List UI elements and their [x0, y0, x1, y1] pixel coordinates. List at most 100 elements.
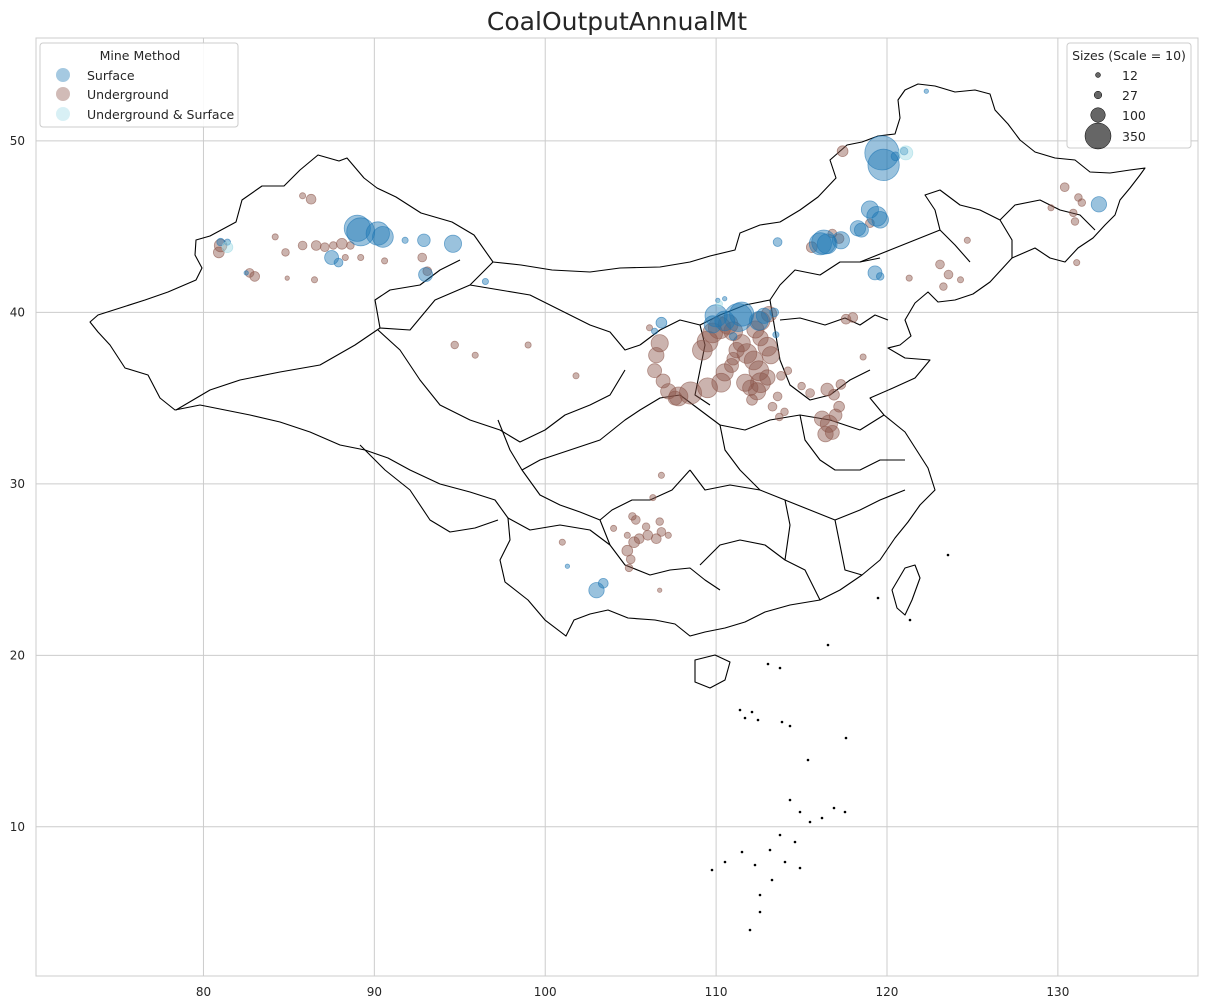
province-boundary — [689, 469, 906, 521]
mine-point-surface — [588, 582, 605, 599]
province-boundary — [719, 424, 761, 491]
mine-point-surface — [876, 272, 885, 281]
gridlines — [36, 38, 1198, 976]
size-marker-27 — [1093, 90, 1103, 100]
province-boundary — [507, 517, 611, 546]
mine-point-surface — [704, 304, 728, 328]
mine-point-surface — [243, 270, 249, 276]
mine-point-underground — [329, 241, 338, 250]
mine-point-underground — [726, 352, 740, 366]
mine-point-underground — [336, 238, 348, 250]
mine-point-surface — [372, 226, 394, 248]
province-boundary — [599, 519, 721, 591]
mine-point-underground — [746, 393, 758, 406]
mine-point-underground — [667, 390, 683, 406]
legend-marker-surface — [56, 68, 70, 82]
mine-point-underground — [381, 257, 389, 265]
mine-point-underground — [935, 259, 945, 270]
mine-point-underground — [648, 347, 665, 364]
mine-point-surface — [1090, 196, 1108, 213]
mine-point-underground — [628, 512, 637, 521]
mine-point-underground — [836, 145, 849, 158]
mine-point-underground — [305, 193, 317, 205]
mine-point-surface — [722, 296, 728, 302]
mine-point-underground — [524, 341, 532, 349]
scatter-points — [213, 88, 1108, 599]
x-tick-label: 120 — [876, 985, 899, 999]
mine-point-surface — [755, 307, 773, 324]
mine-point-underground — [625, 554, 636, 565]
province-boundary — [779, 314, 889, 326]
mine-point-underground — [828, 388, 840, 401]
mine-point-underground — [1069, 208, 1078, 218]
mine-point-underground — [743, 350, 764, 371]
y-tick-label: 30 — [10, 477, 25, 491]
size-label-27: 27 — [1122, 88, 1138, 103]
mine-point-underground — [623, 531, 631, 539]
south-china-sea-islands — [710, 553, 950, 932]
mine-point-underground — [624, 563, 634, 573]
mine-point-underground — [297, 240, 308, 251]
mine-point-surface — [729, 301, 755, 327]
mine-point-underground — [772, 391, 783, 402]
mine-point-surface — [871, 211, 889, 229]
legend-marker-underground — [56, 87, 70, 101]
legend-marker-underground-and-surface — [56, 107, 70, 121]
mine-point-surface — [831, 231, 850, 250]
mine-point-underground — [628, 536, 640, 548]
size-marker-100 — [1090, 107, 1106, 123]
mine-point-underground — [558, 538, 566, 546]
mine-point-underground — [647, 363, 662, 379]
province-boundary — [699, 539, 821, 601]
mine-point-underground — [905, 274, 913, 282]
mine-point-underground — [641, 522, 651, 531]
mine-point-surface — [651, 327, 659, 335]
tick-labels: 80 90 100 110 120 130 10 20 30 40 50 — [10, 134, 1070, 999]
mine-point-surface — [899, 146, 909, 156]
mine-point-underground — [1077, 198, 1086, 207]
mine-point-surface — [923, 88, 929, 94]
mine-point-underground — [249, 271, 261, 282]
mine-point-underground-surface — [221, 241, 234, 254]
mine-point-underground — [824, 424, 840, 440]
mine-point-surface — [714, 310, 735, 332]
province-boundary — [784, 499, 791, 561]
province-boundary — [769, 299, 871, 401]
y-tick-label: 50 — [10, 134, 25, 148]
mine-point-underground — [859, 353, 867, 361]
mine-point-surface — [772, 331, 780, 339]
mine-point-surface — [748, 311, 769, 331]
mine-point-surface — [811, 229, 837, 255]
mine-point-underground — [1059, 182, 1070, 193]
color-legend: Mine Method Surface Underground Undergro… — [39, 42, 239, 128]
mine-point-underground — [650, 533, 662, 544]
mine-point-underground — [742, 379, 759, 396]
chart-title: CoalOutputAnnualMt — [487, 7, 747, 36]
legend-label-underground: Underground — [87, 87, 169, 102]
mine-point-surface — [564, 563, 571, 569]
province-boundary — [859, 229, 971, 263]
y-tick-label: 40 — [10, 305, 25, 319]
mine-point-underground — [341, 253, 349, 261]
size-marker-350 — [1084, 122, 1112, 150]
mine-point-surface — [854, 222, 869, 238]
mine-point-underground — [668, 386, 689, 407]
mine-point-underground — [840, 313, 852, 325]
x-tick-label: 80 — [196, 985, 211, 999]
mine-point-surface — [703, 315, 722, 334]
mine-point-surface — [772, 237, 783, 247]
mine-point-underground — [649, 494, 657, 502]
mine-point-surface — [769, 307, 779, 318]
mine-point-underground — [319, 242, 330, 253]
province-boundary — [469, 284, 641, 351]
mine-point-underground — [655, 373, 671, 389]
mine-point-underground — [775, 412, 784, 422]
mine-point-underground — [646, 324, 654, 332]
mine-point-underground — [621, 544, 634, 557]
mine-point-underground — [655, 517, 664, 526]
mine-point-surface — [723, 303, 753, 332]
mine-point-underground — [939, 282, 948, 291]
mine-point-underground — [281, 248, 290, 257]
size-label-12: 12 — [1122, 68, 1138, 83]
